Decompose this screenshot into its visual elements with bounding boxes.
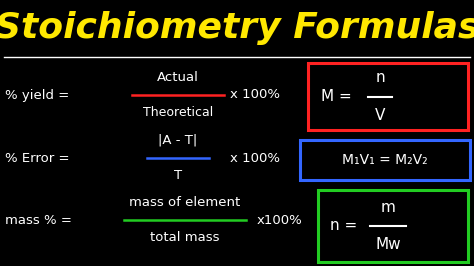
Text: M₁V₁ = M₂V₂: M₁V₁ = M₂V₂ [342,153,428,167]
Text: x 100%: x 100% [230,152,280,164]
Text: x100%: x100% [257,214,303,227]
Text: mass of element: mass of element [129,196,241,209]
Text: n =: n = [330,218,357,234]
Text: % Error =: % Error = [5,152,70,164]
Text: total mass: total mass [150,231,220,244]
Text: Theoretical: Theoretical [143,106,213,119]
Text: Mw: Mw [375,237,401,252]
Text: V: V [375,107,385,123]
Text: m: m [381,200,395,215]
Text: x 100%: x 100% [230,89,280,102]
Text: |A - T|: |A - T| [158,134,198,147]
Text: % yield =: % yield = [5,89,69,102]
Text: Stoichiometry Formulas: Stoichiometry Formulas [0,11,474,45]
Text: mass % =: mass % = [5,214,72,227]
Text: T: T [174,169,182,182]
Text: Actual: Actual [157,71,199,84]
Text: n: n [375,70,385,85]
Text: M =: M = [320,89,351,104]
